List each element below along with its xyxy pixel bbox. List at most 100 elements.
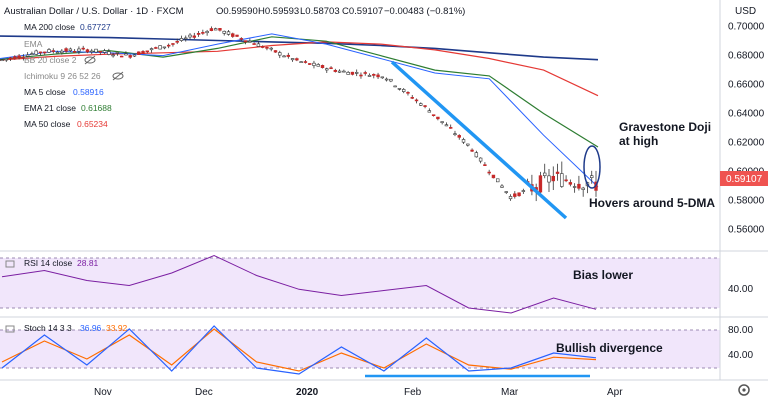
candle-body: [141, 51, 145, 54]
stoch-legend[interactable]: Stoch 14 3 3 36.96 33.92: [24, 323, 128, 333]
candle-body: [47, 49, 51, 53]
candle-body: [239, 38, 244, 40]
candle-body: [77, 48, 81, 52]
candle-body: [265, 47, 269, 49]
candle-body: [517, 192, 521, 197]
candle-body: [299, 61, 303, 63]
candle-body: [51, 50, 55, 52]
rsi-legend[interactable]: RSI 14 close 28.81: [24, 258, 99, 268]
downtrend-line[interactable]: [390, 60, 568, 220]
candle-body: [192, 35, 197, 38]
candle-body: [128, 55, 132, 58]
candle-body: [410, 97, 414, 99]
candle-body: [38, 51, 43, 54]
candle-body: [90, 50, 94, 53]
ma200-line: [0, 35, 599, 61]
candle-body: [222, 30, 226, 34]
candle-body: [500, 185, 504, 188]
candle-body: [307, 63, 312, 65]
x-tick-nov: Nov: [94, 387, 112, 398]
annotation-stoch: Bullish divergence: [556, 341, 663, 355]
candle-body: [256, 43, 261, 47]
candle-body: [555, 171, 560, 174]
candle-body: [590, 175, 594, 178]
candle-body: [551, 175, 555, 182]
y-tick: 0.68000: [728, 51, 765, 62]
candle-body: [137, 51, 141, 55]
x-tick-apr: Apr: [607, 387, 623, 398]
candle-body: [359, 74, 363, 77]
candle-body: [560, 173, 564, 187]
candle-body: [295, 58, 299, 61]
candle-body: [166, 44, 171, 47]
annotation-5dma: Hovers around 5-DMA: [589, 196, 715, 210]
x-tick-dec: Dec: [195, 387, 213, 398]
oscillator-series: [1, 254, 597, 375]
candle-body: [205, 31, 209, 34]
candle-body: [372, 74, 376, 76]
candle-body: [342, 70, 346, 73]
candle-body: [132, 54, 137, 57]
eye-off-icon[interactable]: [112, 71, 124, 81]
gear-icon[interactable]: [738, 384, 750, 396]
candle-body: [111, 54, 115, 57]
candle-body: [423, 105, 427, 107]
ohlc-high: H0.59593: [258, 6, 299, 17]
last-price-label: 0.59107: [726, 174, 763, 185]
rsi-line: [1, 254, 597, 314]
candle-body: [496, 178, 500, 183]
candle-body: [119, 55, 124, 58]
candle-body: [218, 28, 222, 31]
candle-body: [453, 133, 457, 135]
candle-body: [325, 68, 329, 71]
candle-body: [231, 33, 235, 37]
candle-body: [226, 31, 231, 35]
candle-body: [367, 74, 372, 77]
candle-body: [504, 191, 508, 193]
candle-body: [466, 143, 470, 146]
legend-ma5-value: 0.58916: [73, 87, 104, 97]
candle-body: [376, 74, 380, 78]
legend-ema21-value: 0.61688: [81, 103, 112, 113]
y-tick: 0.56000: [728, 224, 765, 235]
candle-body: [124, 53, 128, 56]
candle-body: [316, 64, 320, 67]
candle-body: [337, 70, 342, 73]
collapse-stoch-icon[interactable]: [5, 325, 15, 333]
candle-body: [188, 34, 192, 38]
candle-body: [269, 47, 273, 50]
legend-bb-label: BB 20 close 2: [24, 55, 77, 65]
candle-body: [320, 65, 325, 69]
candle-body: [184, 37, 188, 40]
rsi-legend-value: 28.81: [77, 258, 99, 268]
candle-body: [461, 139, 466, 143]
candle-body: [538, 175, 543, 193]
stoch-axis-tick-80: 80.00: [728, 325, 753, 336]
candle-body: [487, 171, 491, 174]
candle-body: [278, 52, 282, 56]
candle-body: [354, 72, 359, 74]
candle-body: [145, 50, 149, 53]
candle-body: [43, 51, 47, 54]
eye-off-icon[interactable]: [84, 55, 96, 65]
indicator-legend[interactable]: MA 200 close 0.67727 EMA BB 20 close 2 I…: [24, 22, 124, 129]
legend-ema21-label: EMA 21 close: [24, 103, 76, 113]
candle-body: [175, 41, 179, 43]
candle-body: [286, 54, 291, 57]
stoch-legend-label: Stoch 14 3 3: [24, 323, 72, 333]
candle-body: [577, 183, 581, 189]
candle-body: [72, 50, 77, 53]
y-tick: 0.70000: [728, 22, 765, 33]
rsi-band: [0, 258, 720, 308]
annotation-gravestone-line1: Gravestone Doji: [619, 120, 711, 134]
candle-body: [568, 182, 573, 185]
candle-body: [85, 49, 90, 53]
doji-highlight-ellipse[interactable]: [583, 145, 601, 189]
candle-body: [419, 103, 423, 106]
rsi-axis-tick: 40.00: [728, 284, 753, 295]
symbol-title[interactable]: Australian Dollar / U.S. Dollar · 1D · F…: [4, 6, 184, 17]
candle-body: [350, 71, 355, 75]
collapse-rsi-icon[interactable]: [5, 260, 15, 268]
candle-body: [81, 47, 85, 50]
candle-body: [547, 175, 551, 183]
